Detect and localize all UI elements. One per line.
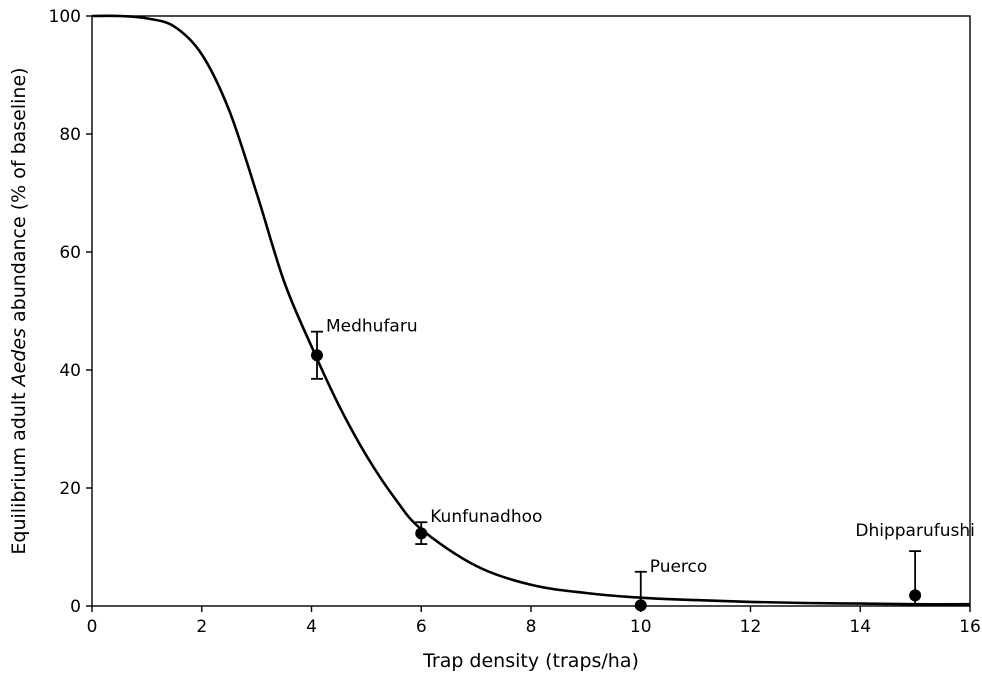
x-axis: 0 2 4 6 8 10 12 14 16 (87, 606, 981, 637)
x-tick-label: 2 (196, 617, 207, 637)
data-point-marker (415, 527, 428, 540)
x-axis-title: Trap density (traps/ha) (422, 650, 639, 672)
y-tick-label: 20 (59, 479, 81, 499)
y-tick-label: 100 (49, 7, 81, 27)
y-tick-label: 60 (59, 243, 81, 263)
data-point-label: Dhipparufushi (855, 521, 974, 541)
x-tick-label: 0 (87, 617, 98, 637)
y-axis: 0 20 40 60 80 100 (49, 7, 92, 617)
x-tick-label: 8 (526, 617, 537, 637)
y-axis-title-species: Aedes (8, 328, 30, 388)
x-tick-label: 4 (306, 617, 317, 637)
x-tick-label: 16 (959, 617, 981, 637)
observation-points: Medhufaru Kunfunadhoo Puerco Dhipparufushi (310, 317, 975, 612)
data-point-marker (310, 349, 323, 362)
data-point-label: Medhufaru (326, 317, 418, 337)
model-curve (91, 14, 971, 606)
x-tick-label: 10 (630, 617, 652, 637)
x-tick-label: 6 (416, 617, 427, 637)
data-point-marker (909, 589, 922, 602)
observation-point: Puerco (634, 557, 708, 612)
y-tick-label: 40 (59, 361, 81, 381)
y-tick-label: 0 (70, 597, 81, 617)
observation-point: Kunfunadhoo (415, 507, 542, 545)
x-tick-label: 14 (849, 617, 871, 637)
data-point-label: Kunfunadhoo (430, 507, 542, 527)
data-point-label: Puerco (650, 557, 708, 577)
observation-point: Medhufaru (310, 317, 418, 380)
y-axis-title-suffix: abundance (% of baseline) (8, 67, 30, 328)
y-tick-label: 80 (59, 125, 81, 145)
x-tick-label: 12 (740, 617, 762, 637)
observation-point: Dhipparufushi (855, 521, 975, 606)
data-point-marker (634, 599, 647, 612)
y-axis-title: Equilibrium adult Aedes abundance (% of … (8, 67, 30, 554)
y-axis-title-prefix: Equilibrium adult (8, 386, 30, 554)
